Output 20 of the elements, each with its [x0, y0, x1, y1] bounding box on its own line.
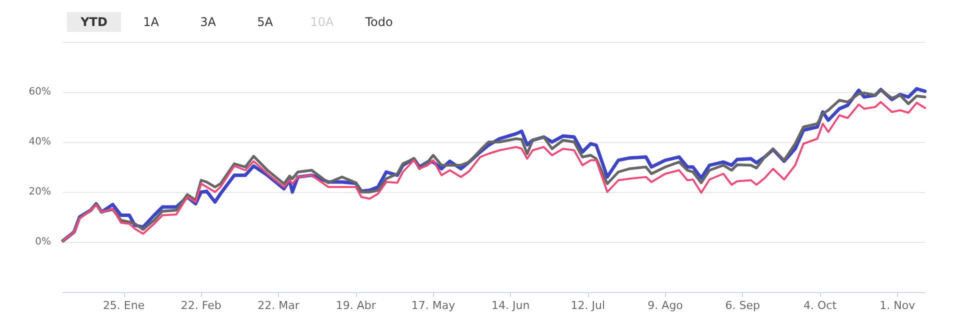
x-tick-label: 14. Jun	[491, 299, 530, 312]
text: YTD	[80, 15, 108, 29]
text: 5A	[257, 15, 274, 29]
x-tick-label: 17. May	[411, 299, 456, 312]
x-tick-label: 25. Ene	[102, 299, 145, 312]
y-tick-label: 20%	[28, 186, 51, 198]
y-tick-label: 40%	[28, 136, 51, 148]
text: Todo	[364, 15, 393, 29]
x-tick-label: 22. Feb	[180, 299, 222, 312]
x-tick-label: 1. Nov	[880, 299, 916, 312]
x-tick-label: 12. Jul	[570, 299, 606, 312]
x-tick-label: 6. Sep	[725, 299, 760, 312]
x-tick-label: 19. Abr	[336, 299, 376, 312]
text: 1A	[143, 15, 160, 29]
x-tick-label: 4. Oct	[804, 299, 838, 312]
x-tick-label: 22. Mar	[258, 299, 300, 312]
x-tick-label: 9. Ago	[648, 299, 684, 312]
y-tick-label: 60%	[28, 86, 51, 98]
y-tick-label: 0%	[35, 236, 51, 248]
text: 3A	[200, 15, 217, 29]
